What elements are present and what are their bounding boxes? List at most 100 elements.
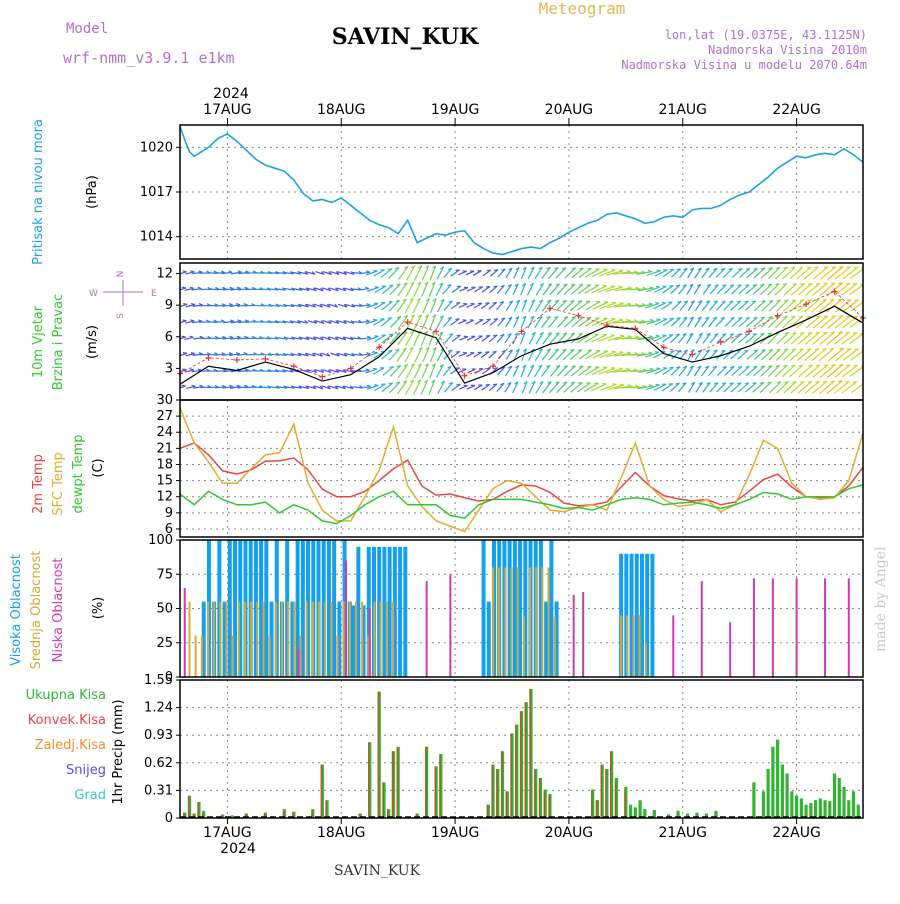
wind-arrow	[717, 383, 726, 392]
wind-arrow	[849, 333, 864, 344]
wind-arrow-head	[816, 283, 820, 284]
wind-arrow-head	[456, 384, 460, 385]
wind-arrow-head	[831, 381, 835, 382]
cloud-low-bar	[184, 588, 186, 677]
wind-arrow	[414, 315, 421, 330]
wind-arrow	[784, 284, 796, 296]
precip-convective-bar	[435, 766, 437, 818]
bottom-date-label-0: 17AUG	[203, 825, 252, 841]
wind-arrow-head	[628, 287, 632, 288]
wind-arrow-head	[744, 350, 748, 351]
wind-arrow-head	[238, 320, 242, 321]
cloud-mid-bar	[293, 602, 295, 677]
cloud-mid-bar	[281, 602, 283, 677]
cloud-mid-bar	[523, 617, 525, 677]
bottom-date-label-2: 19AUG	[431, 825, 480, 841]
precip-convective-bar	[596, 800, 598, 818]
wind-arrow	[535, 267, 542, 279]
wind-ytick-label-2: 9	[165, 298, 173, 313]
wind-arrow-head	[580, 268, 584, 269]
wind-arrow	[177, 386, 185, 389]
wind-arrow-head	[611, 269, 615, 270]
precip-convective-bar	[624, 791, 626, 818]
precip-convective-bar	[501, 751, 503, 818]
wind-arrow	[843, 349, 858, 360]
lonlat-label: lon,lat (19.0375E, 43.1125N)	[665, 28, 867, 42]
wind-arrow	[777, 333, 789, 345]
wind-arrow-head	[456, 270, 460, 271]
wind-arrow-head	[389, 334, 393, 335]
wind-arrow	[804, 349, 818, 361]
wind-arrow-head	[626, 368, 630, 369]
wind-arrow	[680, 301, 688, 310]
cloud-unit: (%)	[91, 597, 106, 620]
wind-arrow	[805, 332, 819, 344]
cloud-mid-bar	[639, 615, 641, 677]
wind-arrow	[820, 283, 835, 296]
wind-arrow	[797, 349, 811, 361]
wind-arrow	[679, 268, 687, 277]
wind-arrow	[805, 381, 819, 393]
wind-arrow	[591, 384, 606, 391]
wind-arrow-head	[182, 287, 186, 288]
precip-ytick-label-2: 0.62	[144, 756, 173, 771]
wind-arrow-head	[200, 336, 204, 337]
wind-arrow-head	[816, 365, 820, 366]
wind-arrow-head	[745, 383, 749, 384]
wind-arrow-head	[656, 335, 660, 336]
cloud-mid-bar	[232, 636, 234, 677]
wind-arrow-head	[610, 335, 614, 336]
compass-south: S	[116, 313, 126, 319]
precip-total-bar	[852, 791, 855, 818]
wind-arrow	[535, 349, 542, 361]
cloud-mid-bar	[504, 567, 506, 677]
wind-arrow-head	[455, 319, 459, 320]
wind-arrow-head	[854, 267, 858, 268]
wind-arrow	[679, 366, 687, 375]
wind-arrow	[482, 287, 490, 293]
wind-arrow	[466, 353, 474, 357]
wind-arrow-head	[618, 286, 622, 287]
cloud-ytick-label-3: 75	[156, 567, 173, 582]
wind-arrow	[678, 383, 686, 392]
wind-arrow-head	[853, 333, 857, 334]
cloud-mid-bar	[343, 602, 345, 677]
wind-arrow	[490, 319, 498, 326]
cloud-high-bar	[228, 540, 232, 677]
wind-arrow	[184, 337, 193, 339]
wind-arrow	[535, 300, 542, 312]
wind-arrow-head	[840, 348, 844, 349]
wind-arrow-head	[648, 352, 652, 353]
wind-arrow	[360, 338, 371, 339]
wind-ylabel-2: Brzina i Pravac	[51, 294, 66, 391]
precip-ylabel: 1hr Precip (mm)	[111, 699, 126, 804]
precip-total-bar	[842, 787, 845, 818]
cloud-ytick-label-2: 50	[156, 602, 173, 617]
wind-arrow-head	[752, 301, 756, 302]
wind-arrow-head	[579, 333, 583, 334]
model-value: wrf-nmm_v3.9.1 e1km	[63, 49, 235, 67]
wind-arrow-head	[847, 349, 851, 350]
wind-arrow-head	[374, 352, 378, 353]
cloud-high-bar	[549, 540, 553, 677]
precip-convective-bar	[544, 791, 546, 818]
precip-total-bar	[638, 800, 641, 818]
precip-total-bar	[790, 791, 793, 818]
wind-arrow	[452, 384, 461, 390]
wind-arrow	[805, 283, 819, 295]
precip-convective-bar	[188, 796, 190, 818]
wind-arrow-head	[854, 300, 858, 301]
cloud-mid-bar	[188, 602, 190, 677]
cloud-mid-bar	[201, 636, 203, 677]
wind-arrow-head	[846, 316, 850, 317]
wind-arrow	[536, 333, 543, 345]
cloud-mid-bar	[535, 567, 537, 677]
wind-arrow-head	[823, 283, 827, 284]
precip-convective-bar	[378, 692, 380, 818]
wind-arrow	[672, 301, 681, 309]
wind-arrow-head	[456, 352, 460, 353]
